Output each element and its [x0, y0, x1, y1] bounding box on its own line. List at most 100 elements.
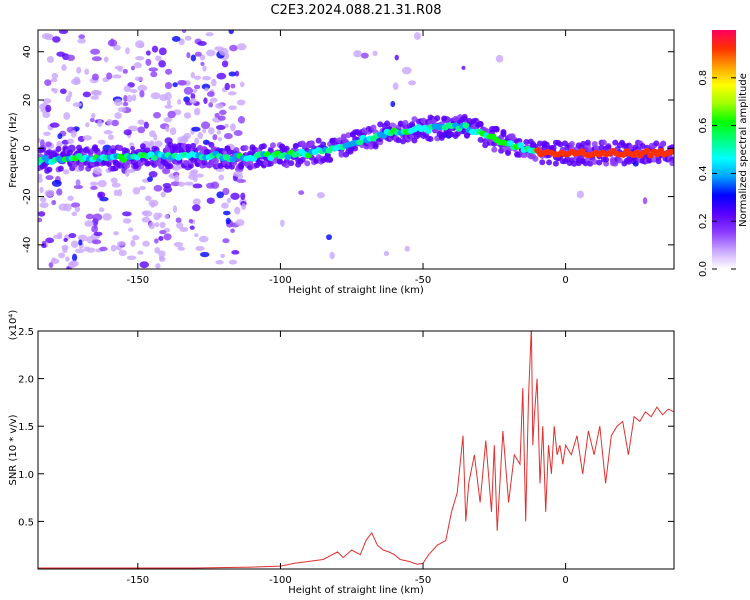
spectrogram-ridge-halo	[276, 158, 283, 165]
spectrogram-noise-cell	[150, 92, 161, 100]
snr-ytick-label: 2.0	[18, 375, 34, 386]
spectrogram-noise-cell	[216, 191, 224, 199]
spectrogram-noise-cell	[45, 237, 55, 244]
spectrogram-noise-cell	[43, 131, 51, 137]
spectrogram-noise-cell	[130, 65, 135, 71]
spectrogram-noise-cell	[148, 221, 156, 230]
spectrogram-noise-cell	[113, 44, 121, 51]
spectrogram-noise-cell	[70, 240, 79, 248]
spectrogram-ridge-halo	[612, 139, 619, 146]
spectrogram-noise-cell	[56, 188, 63, 196]
spectrogram-noise-cell	[218, 174, 225, 181]
spectrogram-noise-cell	[50, 77, 58, 83]
spectrogram-noise-cell	[38, 211, 46, 217]
spectrogram-noise-cell	[145, 195, 152, 202]
spectrogram-noise-cell	[150, 71, 158, 78]
spectrogram-noise-cell	[85, 213, 94, 220]
spectrogram-noise-cell	[197, 40, 207, 47]
spectrogram-noise-cell	[193, 107, 201, 116]
spectrogram-noise-cell	[171, 164, 181, 171]
spectrogram-ylabel: Frequency (Hz)	[8, 112, 19, 188]
spectrogram-ridge-halo	[226, 149, 233, 156]
spectrogram-noise-cell	[142, 240, 150, 247]
spectrogram-noise-cell	[224, 82, 230, 91]
spectrogram-ridge-cell	[462, 122, 470, 129]
spectrogram-noise-cell	[90, 48, 101, 55]
spectrogram-ridge-halo	[66, 149, 73, 156]
spectrogram-noise-cell	[194, 84, 201, 90]
spectrogram-noise-cell	[166, 99, 171, 107]
spectrogram-noise-cell	[65, 95, 71, 103]
spectrogram-noise-cell	[208, 102, 214, 108]
spectrogram-noise-cell	[178, 181, 186, 187]
spectrogram-noise-cell	[186, 52, 191, 59]
spectrogram-noise-cell	[392, 82, 399, 91]
spectrogram-noise-cell	[207, 127, 215, 135]
spectrogram-noise-cell	[220, 253, 226, 258]
spectrogram-noise-cell	[154, 140, 163, 148]
spectrogram-noise-cell	[134, 76, 144, 82]
spectrogram-noise-cell	[44, 79, 52, 86]
spectrogram-noise-cell	[230, 228, 235, 234]
spectrogram-noise-cell	[162, 183, 172, 189]
spectrogram-noise-cell	[39, 202, 49, 209]
spectrogram-noise-cell	[164, 92, 172, 101]
spectrogram-noise-cell	[576, 190, 585, 199]
colorbar-gradient	[712, 30, 736, 269]
spectrogram-noise-cell	[110, 244, 117, 252]
spectrogram-noise-cell	[51, 257, 56, 263]
spectrogram-noise-cell	[413, 32, 421, 40]
spectrogram-ridge-halo	[546, 159, 553, 166]
spectrogram-noise-cell	[38, 173, 43, 179]
spectrogram-noise-cell	[66, 54, 76, 62]
spectrogram-ridge-halo	[123, 148, 130, 155]
spectrogram-noise-cell	[232, 171, 243, 177]
spectrogram-noise-cell	[141, 216, 151, 223]
spectrogram-ridge-halo	[500, 131, 507, 138]
spectrogram-ridge-halo	[267, 160, 274, 167]
snr-multiplier: (x10⁴)	[8, 310, 19, 341]
spectrogram-noise-cell	[97, 119, 103, 128]
spectrogram-ridge-halo	[477, 136, 484, 143]
spectrogram-noise-cell	[193, 75, 202, 80]
spectrogram-noise-cell	[52, 36, 61, 43]
spectrogram-ridge-halo	[536, 140, 543, 147]
spectrogram-noise-cell	[107, 39, 118, 47]
spectrogram-ridge-halo	[57, 165, 64, 172]
spectrogram-noise-cell	[177, 99, 182, 105]
spectrogram-ridge-halo	[117, 144, 124, 151]
spectrogram-xtick-label: -100	[269, 275, 292, 286]
spectrogram-noise-cell	[202, 75, 212, 81]
spectrogram-noise-cell	[74, 248, 85, 254]
spectrogram-noise-cell	[200, 251, 210, 258]
spectrogram-noise-cell	[194, 137, 200, 145]
spectrogram-noise-cell	[38, 138, 41, 143]
spectrogram-noise-cell	[221, 202, 229, 209]
spectrogram-noise-cell	[165, 68, 173, 75]
spectrogram-noise-cell	[214, 112, 220, 118]
spectrogram-noise-cell	[42, 111, 51, 119]
colorbar-tick-label: 0.8	[698, 70, 709, 86]
spectrogram-ridge-halo	[532, 155, 539, 162]
spectrogram-noise-cell	[217, 115, 226, 121]
spectrogram-noise-cell	[46, 55, 55, 64]
spectrogram-noise-cell	[42, 98, 52, 104]
spectrogram-noise-cell	[44, 33, 54, 41]
spectrogram-ridge-halo	[568, 141, 575, 148]
spectrogram-ridge-halo	[190, 142, 197, 149]
spectrogram-ridge-halo	[292, 142, 299, 149]
spectrogram-noise-cell	[45, 175, 54, 181]
spectrogram-noise-cell	[90, 95, 100, 100]
spectrogram-noise-cell	[125, 47, 130, 55]
spectrogram-noise-cell	[114, 112, 122, 119]
spectrogram-ridge-halo	[651, 156, 658, 163]
spectrogram-ridge-cell	[356, 139, 364, 146]
spectrogram-noise-cell	[93, 223, 98, 229]
spectrogram-noise-cell	[200, 61, 205, 66]
spectrogram-ytick-label: -40	[22, 237, 33, 253]
spectrogram-noise-cell	[106, 118, 113, 126]
spectrogram-noise-cell	[175, 217, 182, 224]
spectrogram-noise-cell	[236, 43, 247, 51]
spectrogram-noise-cell	[91, 112, 96, 119]
